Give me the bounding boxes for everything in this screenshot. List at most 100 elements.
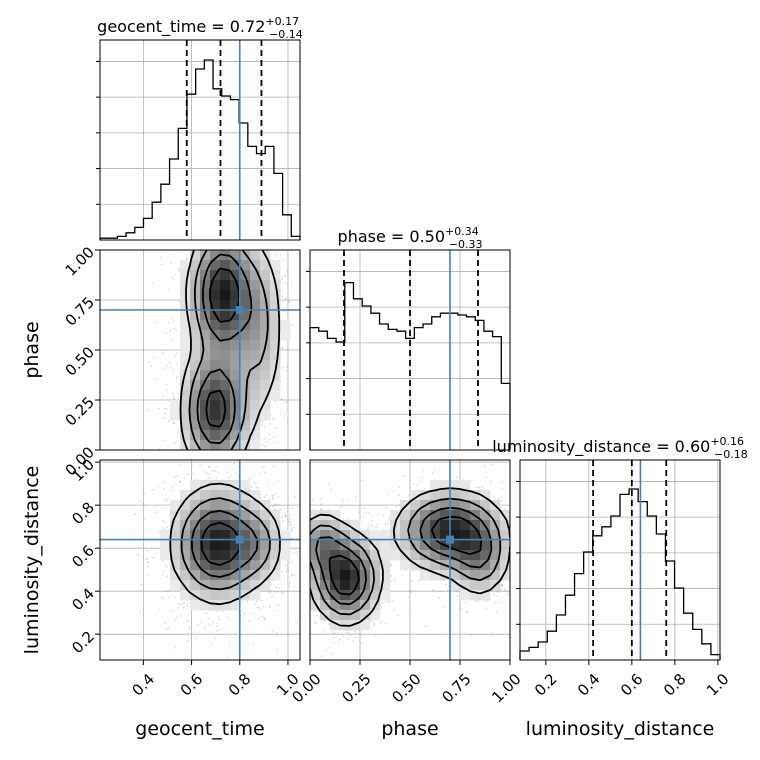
sample-point (270, 591, 273, 593)
sample-point (241, 617, 244, 620)
density-cell (180, 360, 191, 371)
sample-point (223, 457, 225, 459)
sample-point (165, 383, 168, 386)
sample-point (245, 247, 247, 249)
sample-point (163, 407, 166, 410)
sample-point (307, 310, 309, 312)
sample-point (165, 563, 167, 566)
sample-point (225, 242, 227, 244)
density-cell (250, 250, 261, 261)
sample-point (266, 440, 269, 443)
sample-point (175, 377, 178, 380)
density-cell (210, 320, 221, 331)
sample-point (226, 656, 229, 659)
sample-point (421, 477, 423, 479)
sample-point (264, 173, 266, 175)
sample-point (205, 245, 207, 247)
sample-point (208, 218, 210, 220)
sample-point (257, 219, 259, 221)
sample-point (232, 229, 234, 231)
sample-point (301, 545, 303, 547)
sample-point (269, 226, 271, 228)
sample-point (265, 494, 268, 497)
sample-point (273, 591, 276, 593)
density-cell (270, 290, 281, 301)
sample-point (183, 657, 186, 660)
sample-point (273, 465, 276, 468)
sample-point (183, 464, 185, 466)
sample-point (433, 469, 436, 472)
sample-point (385, 622, 387, 625)
sample-point (261, 443, 264, 446)
title-minus: −0.14 (269, 28, 303, 41)
sample-point (147, 409, 150, 412)
sample-point (267, 91, 269, 93)
sample-point (226, 242, 228, 244)
sample-point (361, 479, 364, 482)
sample-point (249, 117, 251, 119)
sample-point (233, 462, 236, 465)
sample-point (144, 517, 147, 520)
sample-point (147, 565, 150, 568)
sample-point (161, 343, 164, 346)
sample-point (154, 321, 157, 324)
density-cell (180, 410, 191, 421)
sample-point (214, 470, 216, 472)
sample-point (233, 244, 235, 246)
panel-title-phase: phase = 0.50+0.34 −0.33 (338, 225, 483, 251)
sample-point (257, 207, 259, 209)
sample-point (231, 220, 233, 222)
sample-point (229, 644, 232, 646)
density-cell (220, 530, 231, 541)
density-cell (260, 390, 271, 401)
sample-point (527, 561, 529, 563)
sample-point (232, 471, 234, 473)
sample-point (296, 535, 298, 537)
sample-point (253, 245, 255, 247)
sample-point (287, 517, 289, 520)
density-cell (250, 360, 261, 371)
sample-point (507, 593, 509, 596)
density-cell (200, 260, 211, 271)
sample-point (225, 228, 227, 230)
sample-point (147, 561, 149, 564)
density-cell (210, 540, 221, 551)
sample-point (156, 511, 158, 514)
sample-point (209, 640, 211, 643)
density-cell (210, 570, 221, 581)
sample-point (290, 528, 293, 531)
sample-point (229, 640, 232, 643)
density-cell (210, 430, 221, 441)
sample-point (290, 283, 293, 286)
density-cell (230, 340, 241, 351)
truth-marker (235, 306, 244, 314)
sample-point (305, 543, 307, 545)
sample-point (235, 472, 238, 474)
density-cell (180, 270, 191, 281)
contour-line (180, 497, 271, 591)
sample-point (231, 199, 233, 201)
sample-point (485, 454, 487, 456)
sample-point (277, 496, 280, 499)
sample-point (213, 219, 215, 221)
density-cell (270, 350, 281, 361)
sample-point (227, 466, 229, 468)
density-cell (190, 530, 201, 541)
density-cell (230, 600, 241, 611)
density-cell (270, 360, 281, 371)
sample-point (292, 544, 294, 546)
sample-point (215, 477, 218, 480)
density-cell (190, 480, 201, 491)
sample-point (170, 317, 173, 320)
sample-point (347, 631, 349, 634)
sample-point (199, 456, 201, 458)
sample-point (179, 603, 182, 606)
density-cell (180, 260, 191, 271)
sample-point (307, 283, 309, 285)
density-cell (230, 310, 241, 321)
sample-point (202, 179, 204, 181)
density-cell (220, 270, 231, 281)
sample-point (246, 197, 248, 199)
density-cell (230, 260, 241, 271)
sample-point (556, 544, 558, 546)
